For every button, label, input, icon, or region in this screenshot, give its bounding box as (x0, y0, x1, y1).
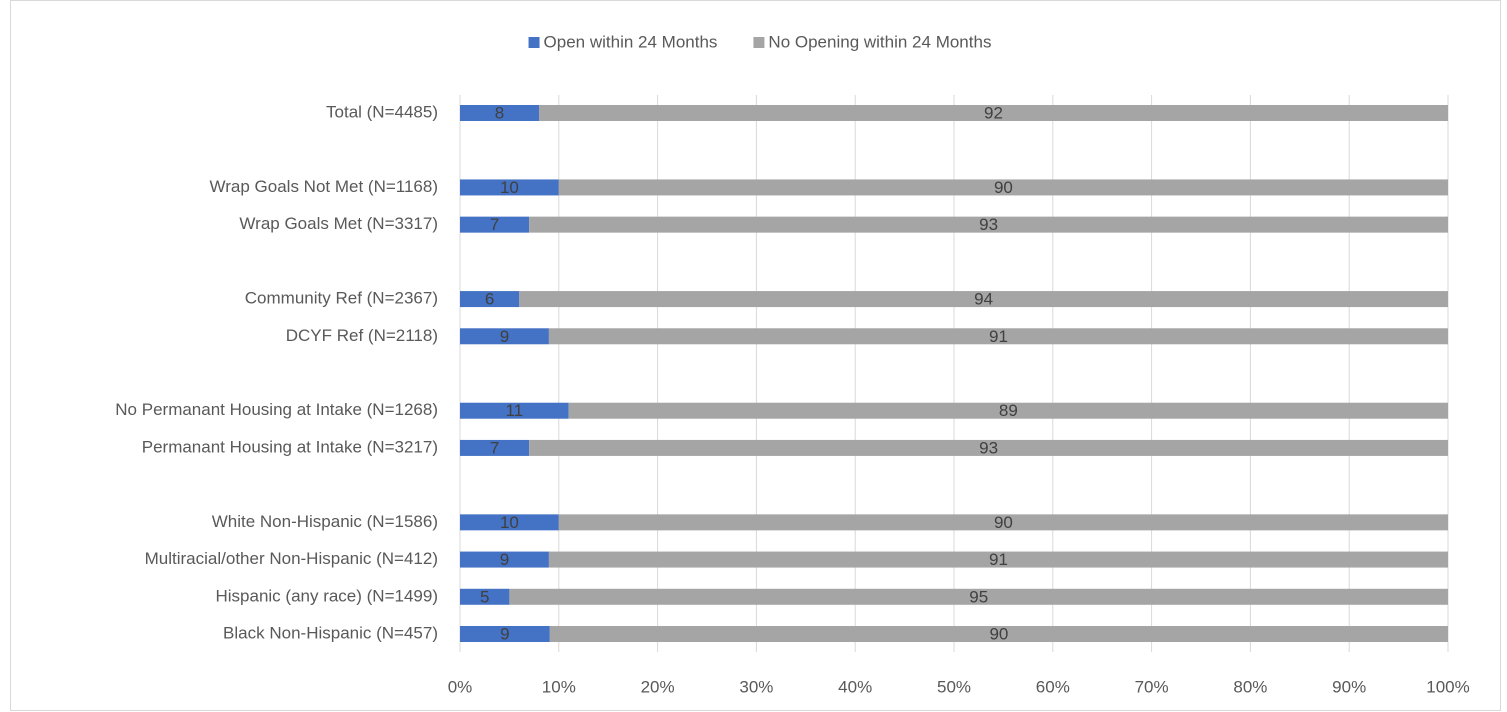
x-tick-label: 10% (542, 677, 576, 696)
data-label: 94 (974, 290, 993, 309)
bar-segment (460, 216, 530, 233)
bar-segment (460, 439, 530, 456)
bar-segment (460, 179, 559, 196)
data-label: 5 (480, 587, 489, 606)
bar-segment (548, 551, 1448, 568)
bar-segment (539, 105, 1448, 121)
data-label: 7 (490, 438, 499, 457)
data-label: 9 (500, 550, 509, 569)
y-tick-label: Hispanic (any race) (N=1499) (215, 586, 438, 605)
legend-label: No Opening within 24 Months (768, 32, 991, 51)
bar-segment (460, 626, 550, 642)
bar-segment (509, 588, 1448, 605)
data-label: 93 (979, 215, 998, 234)
legend-swatch (528, 37, 540, 48)
data-label: 90 (994, 178, 1013, 197)
legend-swatch (753, 37, 765, 48)
data-label: 11 (506, 401, 524, 420)
bar-segment (460, 514, 559, 531)
data-label: 7 (490, 215, 499, 234)
y-tick-label: Permanant Housing at Intake (N=3217) (142, 437, 438, 456)
bar-segment (519, 291, 1448, 308)
legend-label: Open within 24 Months (544, 32, 718, 51)
y-tick-label: Wrap Goals Met (N=3317) (239, 214, 438, 233)
bar-segment (460, 551, 549, 568)
data-label: 10 (500, 178, 519, 197)
data-label: 90 (994, 513, 1013, 532)
data-label: 10 (500, 513, 519, 532)
y-tick-label: Community Ref (N=2367) (245, 289, 438, 308)
data-label: 91 (989, 550, 1008, 569)
x-tick-label: 60% (1036, 677, 1070, 696)
x-tick-label: 80% (1233, 677, 1267, 696)
bar-segment (529, 216, 1448, 233)
bar-segment (529, 439, 1448, 456)
data-label: 6 (485, 290, 494, 309)
bar-segment (460, 588, 510, 605)
data-label: 8 (495, 103, 504, 122)
y-tick-label: Black Non-Hispanic (N=457) (223, 623, 438, 642)
y-tick-label: No Permanant Housing at Intake (N=1268) (115, 400, 438, 419)
data-label: 93 (979, 438, 998, 457)
data-label: 90 (989, 624, 1008, 643)
bar-segment (460, 402, 569, 419)
bar-segment (558, 514, 1448, 531)
x-tick-label: 100% (1426, 677, 1469, 696)
data-label: 89 (999, 401, 1018, 420)
data-label: 95 (969, 587, 988, 606)
y-tick-label: Multiracial/other Non-Hispanic (N=412) (145, 549, 438, 568)
data-label: 9 (500, 327, 509, 346)
bar-segment (548, 328, 1448, 345)
bar-segment (460, 291, 520, 308)
y-tick-label: White Non-Hispanic (N=1586) (212, 512, 438, 531)
bar-segment (568, 402, 1448, 419)
x-tick-label: 40% (838, 677, 872, 696)
x-tick-label: 30% (739, 677, 773, 696)
y-tick-label: Wrap Goals Not Met (N=1168) (210, 177, 439, 196)
y-tick-label: DCYF Ref (N=2118) (286, 326, 438, 345)
y-tick-label: Total (N=4485) (326, 102, 438, 121)
data-label: 9 (500, 624, 509, 643)
bar-segment (549, 626, 1448, 642)
x-tick-label: 70% (1135, 677, 1169, 696)
data-label: 91 (989, 327, 1008, 346)
x-tick-label: 90% (1332, 677, 1366, 696)
bar-segment (558, 179, 1448, 196)
bar-segment (460, 105, 540, 121)
data-label: 92 (984, 103, 1003, 122)
bar-segment (460, 328, 549, 345)
x-tick-label: 20% (641, 677, 675, 696)
x-tick-label: 50% (937, 677, 971, 696)
x-tick-label: 0% (448, 677, 473, 696)
